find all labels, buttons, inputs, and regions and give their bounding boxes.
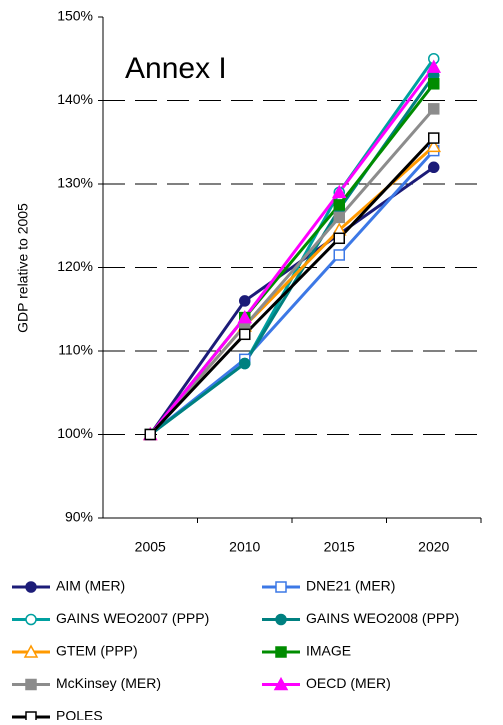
marker [428, 161, 440, 174]
y-tick-label: 140% [57, 91, 93, 107]
y-tick-label: 150% [57, 8, 93, 24]
marker [275, 613, 287, 626]
marker [426, 138, 442, 153]
marker [25, 678, 37, 691]
series-line [149, 166, 435, 436]
y-tick-label: 100% [57, 425, 93, 441]
series-line [149, 57, 435, 436]
legend-label: GTEM (PPP) [56, 643, 138, 659]
marker [333, 211, 345, 224]
marker [23, 644, 39, 658]
legend-label: McKinsey (MER) [56, 675, 161, 691]
annotation: Annex I [125, 52, 227, 85]
y-tick-label: 110% [58, 342, 93, 358]
marker [239, 328, 251, 341]
legend-label: OECD (MER) [306, 675, 391, 691]
x-tick-label: 2020 [418, 539, 449, 555]
marker [333, 249, 345, 261]
legend-label: IMAGE [306, 643, 351, 659]
marker [25, 613, 37, 626]
marker [428, 78, 440, 90]
marker [237, 310, 253, 324]
marker [239, 357, 251, 370]
marker [25, 711, 37, 723]
marker [239, 295, 251, 307]
series-line [149, 137, 435, 436]
legend-label: GAINS WEO2007 (PPP) [56, 610, 209, 626]
marker [333, 199, 345, 211]
marker [426, 59, 442, 73]
series-line [149, 66, 435, 436]
x-tick-label: 2010 [229, 539, 260, 555]
marker [273, 676, 289, 691]
marker [275, 581, 287, 593]
legend-label: POLES [56, 708, 103, 720]
legend-label: GAINS WEO2008 (PPP) [306, 610, 459, 626]
series-line [149, 149, 435, 436]
series-line [149, 107, 435, 436]
marker [428, 103, 440, 115]
y-tick-label: 130% [57, 175, 93, 191]
marker [333, 232, 345, 245]
legend-label: DNE21 (MER) [306, 578, 395, 594]
x-tick-label: 2015 [324, 539, 355, 555]
marker [144, 428, 156, 441]
y-tick-label: 120% [57, 258, 93, 274]
y-axis-label: GDP relative to 2005 [15, 203, 31, 333]
y-tick-label: 90% [65, 509, 93, 525]
marker [275, 646, 287, 658]
marker [25, 581, 37, 593]
x-tick-label: 2005 [135, 539, 166, 555]
legend-label: AIM (MER) [56, 578, 125, 594]
marker [331, 184, 347, 199]
marker [428, 132, 440, 144]
